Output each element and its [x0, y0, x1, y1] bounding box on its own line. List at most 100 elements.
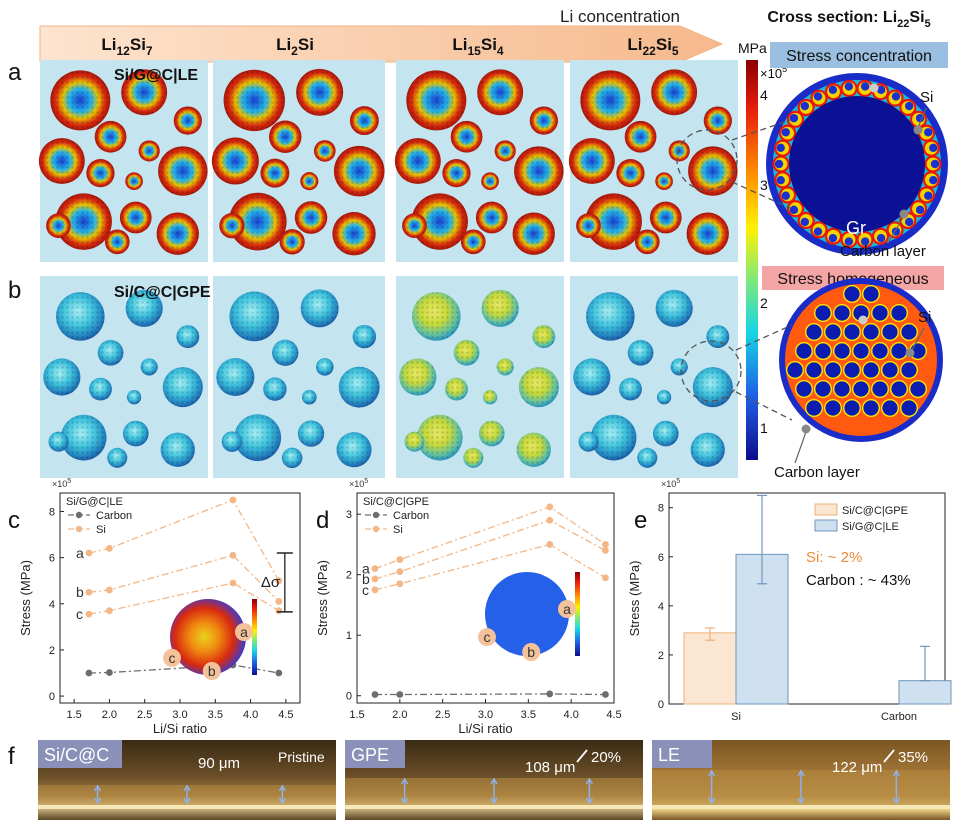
particle-texture [399, 358, 437, 396]
si-bead-core [781, 191, 790, 200]
data-point [106, 586, 113, 594]
panel-letter-c: c [8, 507, 20, 534]
si-bead-core [800, 217, 810, 227]
current-collector [652, 805, 950, 809]
particle-texture [223, 69, 285, 132]
mesh-bead [852, 342, 871, 361]
particle-texture [619, 377, 642, 401]
inset-stress-map [170, 599, 246, 675]
inset-point [202, 662, 221, 680]
series-line [374, 543, 606, 591]
series-line [88, 554, 280, 602]
data-point [275, 607, 283, 615]
particle-texture [402, 213, 427, 238]
stress-marker-a [869, 83, 879, 93]
mesh-bead [862, 399, 881, 418]
panel-letter-a: a [8, 59, 22, 86]
inset-point-label: c [484, 629, 491, 645]
legend-entry: Si [96, 524, 106, 536]
carbon-marker-b [801, 424, 811, 434]
particle-texture [60, 414, 107, 461]
particle-texture [43, 358, 81, 396]
data-point [546, 541, 554, 548]
particle-texture [416, 414, 463, 461]
photo-tag: LE [658, 745, 680, 765]
si-bead-core [860, 237, 870, 246]
series-line [374, 519, 606, 580]
swelling-arrow [576, 749, 588, 763]
si-bead-core [781, 128, 790, 137]
series-point-label: b [76, 584, 84, 600]
particle-texture [585, 193, 642, 250]
note-si: Si: ~ 2% [806, 549, 862, 566]
particle-texture [332, 212, 376, 256]
data-point [602, 574, 609, 582]
note-carbon: Carbon : ~ 43% [806, 572, 911, 589]
mesh-bead [843, 285, 862, 304]
stress-concentration-badge [770, 42, 948, 68]
data-point [106, 607, 113, 615]
data-point [396, 580, 404, 588]
thickness-photos: Si/C@C 90 μm Pristine GPE 108 μm 20% LE 122 μm 3… [38, 740, 950, 820]
particle-texture [338, 366, 380, 408]
data-point [229, 579, 237, 587]
series-line [88, 499, 280, 582]
mesh-bead [881, 361, 900, 380]
mesh-bead [833, 380, 852, 399]
particle-texture [494, 140, 516, 162]
arrow-head [797, 797, 805, 805]
carbon-marker-a [899, 209, 909, 219]
bar [898, 680, 952, 705]
particle-texture [670, 358, 688, 376]
y-axis-label: Stress (MPa) [315, 560, 330, 636]
particle-texture [655, 289, 693, 327]
particle-texture [279, 229, 305, 255]
mesh-bead [881, 323, 900, 342]
particle-texture [336, 432, 372, 468]
si-bead-core [929, 176, 938, 185]
data-point [396, 568, 404, 576]
si-bead-core [929, 143, 938, 152]
arrow-head [183, 784, 191, 792]
particle-texture [406, 70, 467, 131]
particle-texture [272, 339, 299, 366]
particle-texture [228, 192, 287, 251]
y-tick-label: 4 [658, 601, 664, 613]
data-point [85, 669, 93, 677]
particle-texture [126, 390, 142, 405]
panel-letter-f: f [8, 743, 15, 770]
particle-texture [445, 377, 468, 401]
zoom-line-a1 [731, 119, 791, 141]
y-tick-label: 8 [49, 506, 55, 518]
particle-texture [48, 431, 69, 452]
particle-texture [86, 159, 115, 188]
particle-texture [352, 324, 377, 349]
photo-tag-bg [652, 740, 712, 768]
particle-texture [119, 201, 152, 234]
particle-texture [160, 432, 195, 467]
arrow-head [183, 797, 191, 805]
particle-texture [281, 447, 303, 469]
particle-texture [158, 146, 208, 196]
mesh-bead [862, 285, 881, 304]
particle-texture [229, 291, 280, 342]
si-bead-core [876, 85, 886, 95]
mesh-bead [900, 323, 919, 342]
data-point [602, 547, 609, 554]
si-label-b: Si [918, 309, 931, 326]
arrow-head [892, 797, 901, 805]
data-point [602, 541, 609, 548]
particle-texture [652, 420, 679, 447]
si-bead-core [828, 233, 838, 243]
phase-label-1: Li12Si7 [101, 35, 153, 58]
x-tick-label: 1.5 [349, 709, 364, 721]
mesh-bead [814, 380, 833, 399]
data-point [106, 669, 113, 676]
inset-point-label: b [208, 663, 216, 679]
particle-texture [514, 146, 564, 196]
photo-tag: GPE [351, 745, 389, 765]
thickness-value: 122 μm [832, 759, 882, 776]
particle-texture [121, 69, 168, 116]
category-label: Carbon [881, 711, 917, 723]
